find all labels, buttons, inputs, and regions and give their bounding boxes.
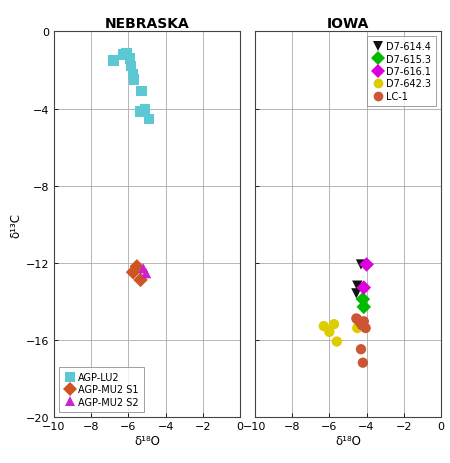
Point (354, 316, 361, 323)
Point (110, 57, 117, 65)
Point (130, 77, 138, 84)
Point (119, 52, 126, 59)
Point (130, 71, 137, 78)
Point (320, 323, 328, 330)
Point (360, 284, 367, 292)
Point (357, 346, 364, 353)
Point (360, 318, 367, 325)
Point (137, 276, 144, 284)
Point (130, 269, 137, 276)
Title: NEBRASKA: NEBRASKA (105, 17, 189, 31)
Point (326, 328, 333, 336)
Point (128, 63, 135, 71)
Point (142, 106, 149, 114)
Point (123, 50, 130, 57)
Point (353, 315, 360, 322)
Point (138, 88, 145, 96)
Point (363, 261, 370, 269)
Point (360, 303, 367, 311)
Point (353, 290, 360, 297)
Point (143, 270, 150, 277)
Point (354, 325, 361, 332)
Point (362, 325, 369, 332)
Point (137, 108, 144, 116)
Point (127, 56, 134, 63)
Point (330, 321, 338, 328)
Point (357, 261, 364, 269)
Legend: D7-614.4, D7-615.3, D7-616.1, D7-642.3, LC-1: D7-614.4, D7-615.3, D7-616.1, D7-642.3, … (367, 37, 436, 106)
Legend: AGP-LU2, AGP-MU2 S1, AGP-MU2 S2: AGP-LU2, AGP-MU2 S1, AGP-MU2 S2 (59, 367, 144, 412)
Y-axis label: δ¹³C: δ¹³C (10, 212, 23, 237)
Point (359, 296, 366, 303)
X-axis label: δ¹⁸O: δ¹⁸O (134, 434, 160, 447)
Point (145, 116, 153, 124)
Point (133, 263, 140, 270)
Point (354, 282, 361, 290)
Point (359, 359, 366, 367)
Title: IOWA: IOWA (327, 17, 369, 31)
Point (358, 322, 365, 329)
Point (333, 338, 340, 345)
X-axis label: δ¹⁸O: δ¹⁸O (335, 434, 361, 447)
Point (356, 319, 364, 326)
Point (140, 265, 147, 272)
